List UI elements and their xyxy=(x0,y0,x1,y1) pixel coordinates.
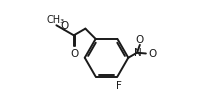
Text: CH₃: CH₃ xyxy=(46,15,65,25)
Text: O: O xyxy=(60,20,68,30)
Text: O: O xyxy=(135,34,143,44)
Text: F: F xyxy=(115,80,121,90)
Text: N: N xyxy=(133,48,141,58)
Text: O: O xyxy=(70,49,78,59)
Text: O: O xyxy=(147,49,155,59)
